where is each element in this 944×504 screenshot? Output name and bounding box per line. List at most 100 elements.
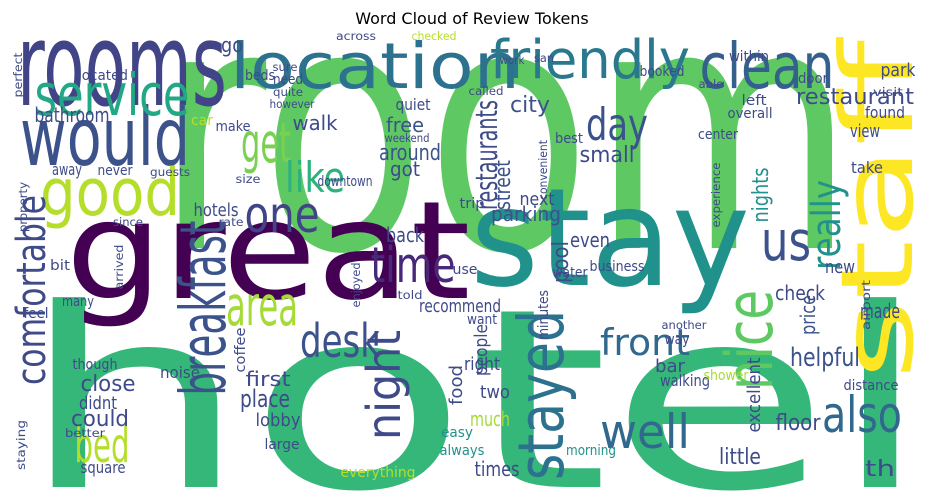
word: desk: [300, 314, 380, 368]
word: way: [665, 332, 690, 348]
word: helpful: [790, 343, 860, 373]
word: two: [480, 382, 510, 403]
word: rate: [219, 215, 244, 229]
word: floor: [776, 410, 822, 436]
word: night: [357, 330, 411, 440]
word: location: [230, 30, 520, 103]
word: comfortable: [9, 195, 55, 385]
word: didnt: [79, 393, 117, 414]
word: property: [16, 182, 30, 232]
word: restaurants: [470, 100, 505, 210]
word: called: [469, 84, 504, 98]
word: free: [386, 113, 424, 137]
word: parking: [491, 202, 561, 226]
word: quiet: [396, 95, 431, 114]
word: time: [371, 237, 456, 294]
word: first: [246, 367, 291, 391]
word: make: [216, 119, 251, 135]
word: sure: [273, 60, 298, 74]
word: quite: [273, 85, 303, 99]
word: however: [270, 97, 315, 111]
word: located: [78, 68, 128, 84]
word: back: [386, 223, 424, 247]
word: told: [398, 288, 423, 302]
word: little: [719, 444, 761, 470]
word: minutes: [536, 290, 552, 340]
word: weekend: [385, 131, 430, 145]
word: check: [775, 281, 825, 305]
word: th: [865, 456, 895, 482]
word: downtown: [318, 174, 373, 190]
word: view: [850, 121, 880, 142]
word: center: [698, 127, 738, 143]
word: hotels: [194, 200, 239, 221]
word: booked: [640, 64, 685, 80]
word: staff: [819, 37, 936, 380]
word: right: [464, 354, 500, 375]
word: nice: [713, 290, 788, 390]
word: made: [860, 299, 900, 323]
word: square: [81, 458, 126, 477]
word: stay: [470, 160, 750, 318]
word: service: [35, 61, 190, 129]
word: enjoyed: [349, 263, 363, 308]
word: car: [191, 113, 213, 129]
word: though: [73, 357, 118, 373]
cloud-area: [12, 35, 932, 495]
word: morning: [566, 443, 616, 459]
word: convenient: [536, 140, 550, 200]
word: large: [265, 437, 300, 453]
word: park: [881, 60, 916, 81]
word: place: [240, 385, 290, 413]
word: feel: [24, 306, 49, 322]
word: perfect: [11, 52, 25, 97]
word: away: [52, 160, 82, 179]
word: walking: [660, 371, 710, 390]
word: use: [453, 262, 478, 278]
word: airport: [859, 280, 873, 330]
word: clean: [700, 30, 835, 103]
word: really: [804, 180, 850, 270]
word: shower: [704, 368, 749, 384]
word: bit: [50, 258, 71, 274]
word: street: [490, 160, 516, 210]
word: nights: [748, 168, 774, 223]
chart-title: Word Cloud of Review Tokens: [355, 9, 589, 28]
word: price: [796, 295, 820, 335]
word: much: [470, 407, 510, 431]
word: visit: [873, 85, 903, 99]
word: another: [662, 318, 707, 332]
word: always: [440, 443, 485, 459]
word: food: [446, 365, 467, 405]
word: better: [65, 426, 105, 440]
word: small: [580, 142, 635, 168]
word: bed: [75, 419, 130, 474]
word: front: [600, 323, 690, 364]
word: since: [113, 215, 143, 229]
word: close: [81, 371, 136, 397]
word: got: [390, 157, 420, 181]
word: noise: [160, 363, 200, 382]
word: found: [865, 103, 905, 122]
word: go: [221, 33, 243, 57]
word: one: [245, 186, 320, 244]
word: everything: [341, 465, 416, 481]
word: staying: [14, 420, 28, 470]
word: good: [40, 156, 180, 231]
word: area: [226, 274, 298, 338]
word: water: [553, 265, 588, 281]
word: need: [273, 72, 303, 88]
word: get: [241, 111, 291, 175]
word: within: [729, 49, 769, 65]
word: breakfast: [167, 221, 240, 396]
word: rooms: [17, 0, 227, 133]
word: many: [62, 294, 94, 310]
word: beds: [245, 68, 275, 84]
word: want: [467, 312, 497, 328]
word: overall: [728, 106, 773, 122]
word: san: [534, 51, 554, 65]
word: around: [379, 140, 441, 166]
word: great: [66, 173, 471, 331]
